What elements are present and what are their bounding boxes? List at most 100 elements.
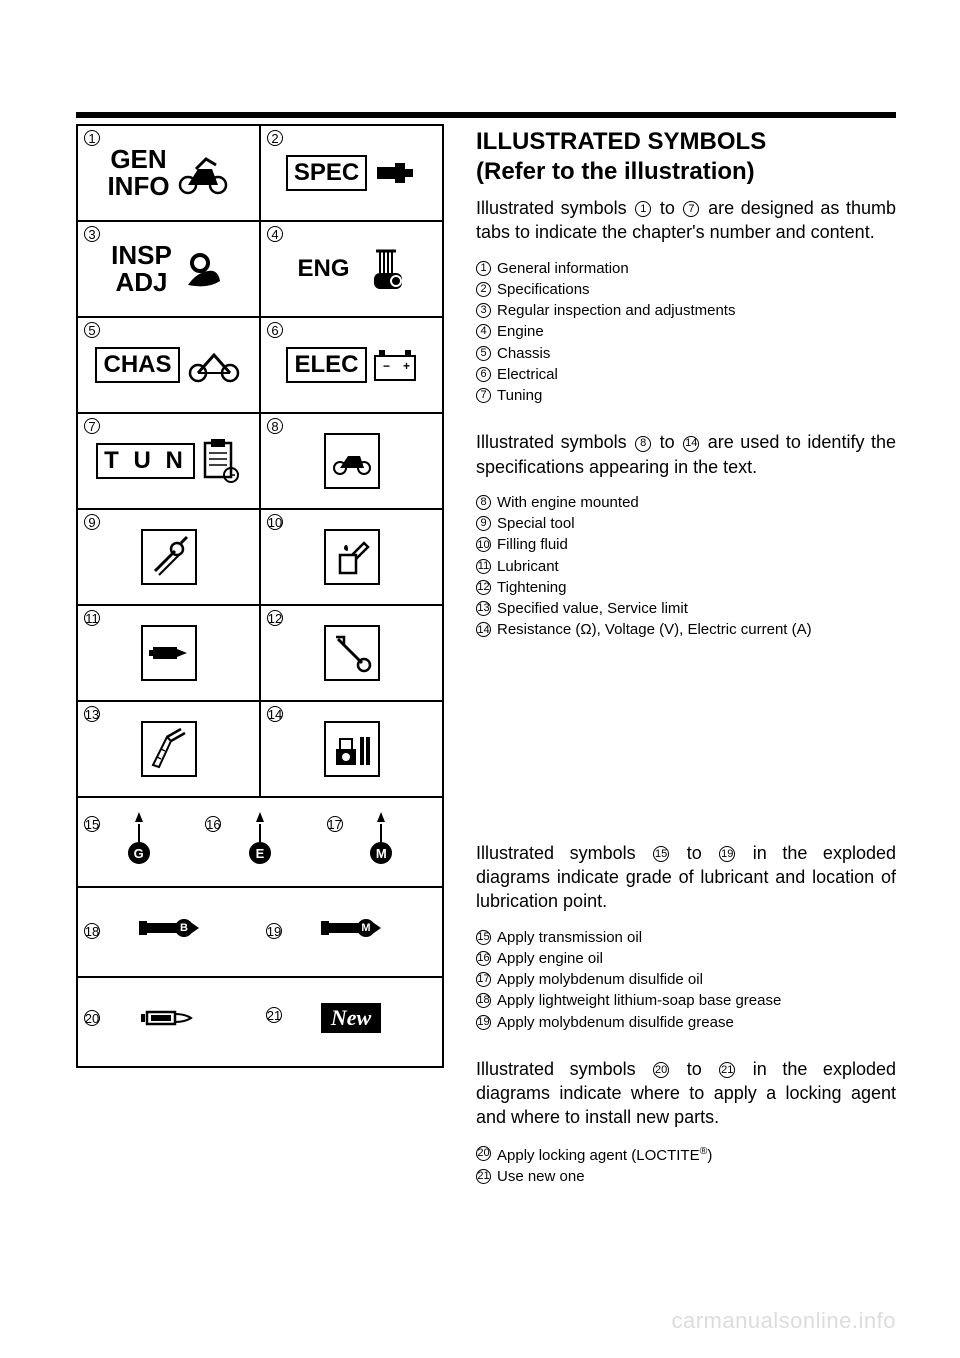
cell-number: 15 <box>84 816 100 832</box>
list-item: 3Regular inspection and adjustments <box>476 301 896 321</box>
tab-label-eng: ENG <box>297 256 349 281</box>
engine-mounted-icon <box>324 433 380 489</box>
ref-num: 14 <box>683 436 699 452</box>
list-item: 16Apply engine oil <box>476 949 896 969</box>
list-item: 14Resistance (Ω), Voltage (V), Electric … <box>476 620 896 640</box>
chassis-icon <box>186 347 242 383</box>
tab-label-elec: ELEC <box>286 347 366 383</box>
symbol-cell-10: 10 <box>259 510 442 604</box>
moly-grease-icon: M <box>321 919 381 937</box>
tab-label-gen-info: GENINFO <box>107 146 169 201</box>
section-intro: Illustrated symbols 20 to 21 in the expl… <box>476 1057 896 1130</box>
symbol-cell-18: 18 B <box>78 919 260 945</box>
ref-num: 20 <box>653 1062 669 1078</box>
definition-list-3: 15Apply transmission oil 16Apply engine … <box>476 928 896 1033</box>
symbol-cell-4: 4 ENG <box>259 222 442 316</box>
symbol-grid: 1 GENINFO 2 SPEC <box>76 124 444 1068</box>
cell-number: 1 <box>84 130 100 146</box>
bolt-icon <box>373 159 417 187</box>
symbol-cell-8: 8 <box>259 414 442 508</box>
ref-num: 19 <box>719 846 735 862</box>
symbol-cell-14: 14 <box>259 702 442 796</box>
list-item: 5Chassis <box>476 344 896 364</box>
list-item: 4Engine <box>476 322 896 342</box>
list-item: 18Apply lightweight lithium-soap base gr… <box>476 991 896 1011</box>
clipboard-icon <box>201 439 241 483</box>
list-item: 8With engine mounted <box>476 493 896 513</box>
ref-num: 15 <box>653 846 669 862</box>
motorcycle-icon <box>176 151 230 195</box>
list-item: 17Apply molybdenum disulfide oil <box>476 970 896 990</box>
tightening-icon <box>324 625 380 681</box>
symbol-cell-7: 7 T U N <box>78 414 259 508</box>
list-item: 9Special tool <box>476 514 896 534</box>
cell-number: 20 <box>84 1010 100 1026</box>
symbol-cell-13: 13 <box>78 702 259 796</box>
adjust-icon <box>178 245 226 293</box>
list-item: 20Apply locking agent (LOCTITE®) <box>476 1144 896 1166</box>
symbol-cell-9: 9 <box>78 510 259 604</box>
ref-num: 8 <box>635 436 651 452</box>
section-intro: Illustrated symbols 1 to 7 are designed … <box>476 196 896 245</box>
filling-fluid-icon <box>324 529 380 585</box>
symbol-cell-3: 3 INSPADJ <box>78 222 259 316</box>
cell-number: 12 <box>267 610 283 626</box>
cell-number: 4 <box>267 226 283 242</box>
cell-number: 10 <box>267 514 283 530</box>
definition-list-2: 8With engine mounted 9Special tool 10Fil… <box>476 493 896 641</box>
section-intro: Illustrated symbols 8 to 14 are used to … <box>476 430 896 479</box>
cell-number: 16 <box>205 816 221 832</box>
list-item: 19Apply molybdenum disulfide grease <box>476 1013 896 1033</box>
cell-number: 5 <box>84 322 100 338</box>
cell-number: 13 <box>84 706 100 722</box>
symbol-cell-19: 19 M <box>260 919 442 945</box>
cell-number: 2 <box>267 130 283 146</box>
moly-oil-icon: M <box>370 812 392 864</box>
cell-number: 6 <box>267 322 283 338</box>
tab-label-chas: CHAS <box>95 347 179 383</box>
cell-number: 21 <box>266 1007 282 1023</box>
transmission-oil-icon: G <box>128 812 150 864</box>
watermark: carmanualsonline.info <box>671 1308 896 1334</box>
definition-list-4: 20Apply locking agent (LOCTITE®) 21Use n… <box>476 1144 896 1188</box>
list-item: 10Filling fluid <box>476 535 896 555</box>
ref-num: 7 <box>683 201 699 217</box>
cell-number: 7 <box>84 418 100 434</box>
list-item: 12Tightening <box>476 578 896 598</box>
ref-num: 1 <box>635 201 651 217</box>
section-intro: Illustrated symbols 15 to 19 in the expl… <box>476 841 896 914</box>
symbol-cell-12: 12 <box>259 606 442 700</box>
symbol-cell-21: 21 New <box>260 1003 442 1041</box>
loctite-icon <box>139 1006 199 1030</box>
page: 1 GENINFO 2 SPEC <box>0 0 960 1358</box>
tab-label-spec: SPEC <box>286 155 367 191</box>
definition-list-1: 1General information 2Specifications 3Re… <box>476 259 896 407</box>
list-item: 6Electrical <box>476 365 896 385</box>
symbol-cell-2: 2 SPEC <box>259 126 442 220</box>
symbol-cell-15: 15 G <box>78 812 199 872</box>
list-item: 11Lubricant <box>476 557 896 577</box>
symbol-cell-6: 6 ELEC −+ <box>259 318 442 412</box>
text-column: ILLUSTRATED SYMBOLS (Refer to the illust… <box>476 124 896 1211</box>
special-tool-icon <box>141 529 197 585</box>
svg-text:−: − <box>383 359 390 373</box>
tab-label-insp-adj: INSPADJ <box>111 242 172 297</box>
symbol-cell-20: 20 <box>78 1006 260 1038</box>
engine-oil-icon: E <box>249 812 271 864</box>
cell-number: 3 <box>84 226 100 242</box>
page-subtitle: (Refer to the illustration) <box>476 158 896 186</box>
symbol-grid-column: 1 GENINFO 2 SPEC <box>76 124 444 1211</box>
symbol-cell-1: 1 GENINFO <box>78 126 259 220</box>
engine-icon <box>356 245 406 293</box>
ref-num: 21 <box>719 1062 735 1078</box>
symbol-cell-17: 17 M <box>321 812 442 872</box>
two-column-layout: 1 GENINFO 2 SPEC <box>76 124 896 1211</box>
list-item: 13Specified value, Service limit <box>476 599 896 619</box>
list-item: 2Specifications <box>476 280 896 300</box>
tab-label-tun: T U N <box>96 443 195 479</box>
cell-number: 14 <box>267 706 283 722</box>
list-item: 21Use new one <box>476 1167 896 1187</box>
list-item: 15Apply transmission oil <box>476 928 896 948</box>
lithium-grease-icon: B <box>139 919 199 937</box>
cell-number: 11 <box>84 610 100 626</box>
